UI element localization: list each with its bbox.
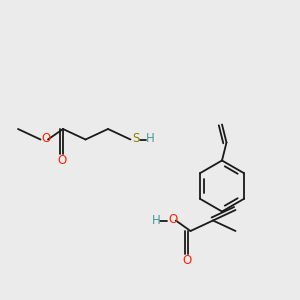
Text: H: H: [146, 132, 155, 146]
Text: O: O: [58, 154, 67, 167]
Text: O: O: [183, 254, 192, 267]
Text: O: O: [41, 132, 50, 145]
Text: S: S: [132, 132, 140, 146]
Text: H: H: [152, 214, 160, 227]
Text: O: O: [168, 213, 177, 226]
